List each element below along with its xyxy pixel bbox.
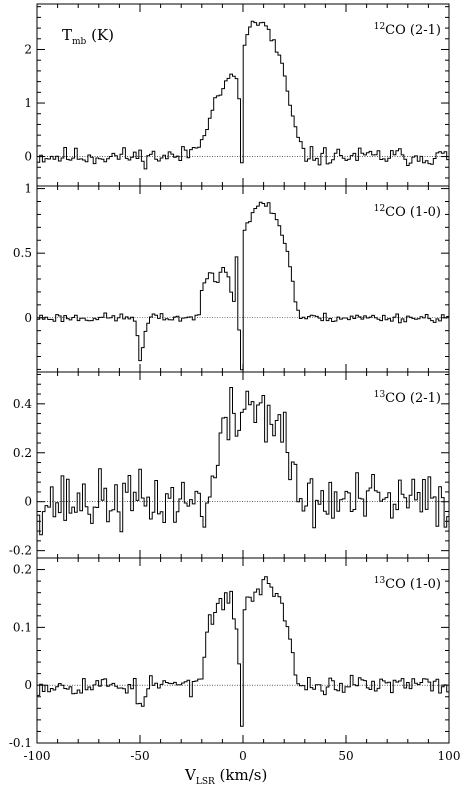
- x-tick-label: 0: [239, 749, 247, 763]
- y-tick-label: -0.1: [9, 736, 32, 750]
- x-tick-label: -100: [24, 749, 51, 763]
- y-tick-label: 0.5: [13, 246, 32, 260]
- y-tick-label: 0: [24, 150, 32, 164]
- y-tick-label: 0.2: [13, 563, 32, 577]
- panel-3: -0.2 0 0.2 0.4 13CO (2-1): [9, 371, 450, 559]
- y-tick-label: 0.1: [13, 620, 32, 634]
- y-tick-label: 1: [24, 182, 32, 196]
- x-tick-label: 50: [338, 749, 353, 763]
- panel-2: 0 0.5 1 12CO (1-0): [13, 182, 450, 373]
- y-tick-label: 0.4: [13, 397, 32, 411]
- y-tick-label: 0: [24, 678, 32, 692]
- panel-label: 12CO (2-1): [374, 22, 441, 38]
- panel-4: -0.1 0 0.1 0.2 13CO (1-0): [9, 557, 450, 750]
- y-tick-label: 1: [24, 96, 32, 110]
- y-tick-label: 0: [24, 311, 32, 325]
- panels: 0 1 2 12CO (2-1) 0 0.5 1 12CO (1-0) -0.2 0 0.2 0.4 1…: [9, 3, 461, 763]
- y-tick-label: 2: [24, 43, 32, 57]
- x-tick-label: 100: [438, 749, 461, 763]
- spectrum-series: [37, 201, 449, 371]
- spectrum-series: [37, 20, 449, 170]
- spectrum-series: [37, 387, 449, 536]
- spectrum-series: [37, 576, 449, 727]
- x-axis-label: VLSR (km/s): [184, 766, 267, 787]
- y-tick-label: 0.2: [13, 446, 32, 460]
- panel-label: 13CO (1-0): [374, 576, 441, 592]
- panel-label: 12CO (1-0): [374, 204, 441, 220]
- y-axis-label: Tmb (K): [62, 26, 114, 47]
- panel-label: 13CO (2-1): [374, 390, 441, 406]
- x-tick-label: -50: [130, 749, 149, 763]
- y-tick-label: -0.2: [9, 544, 32, 558]
- y-tick-label: 0: [24, 495, 32, 509]
